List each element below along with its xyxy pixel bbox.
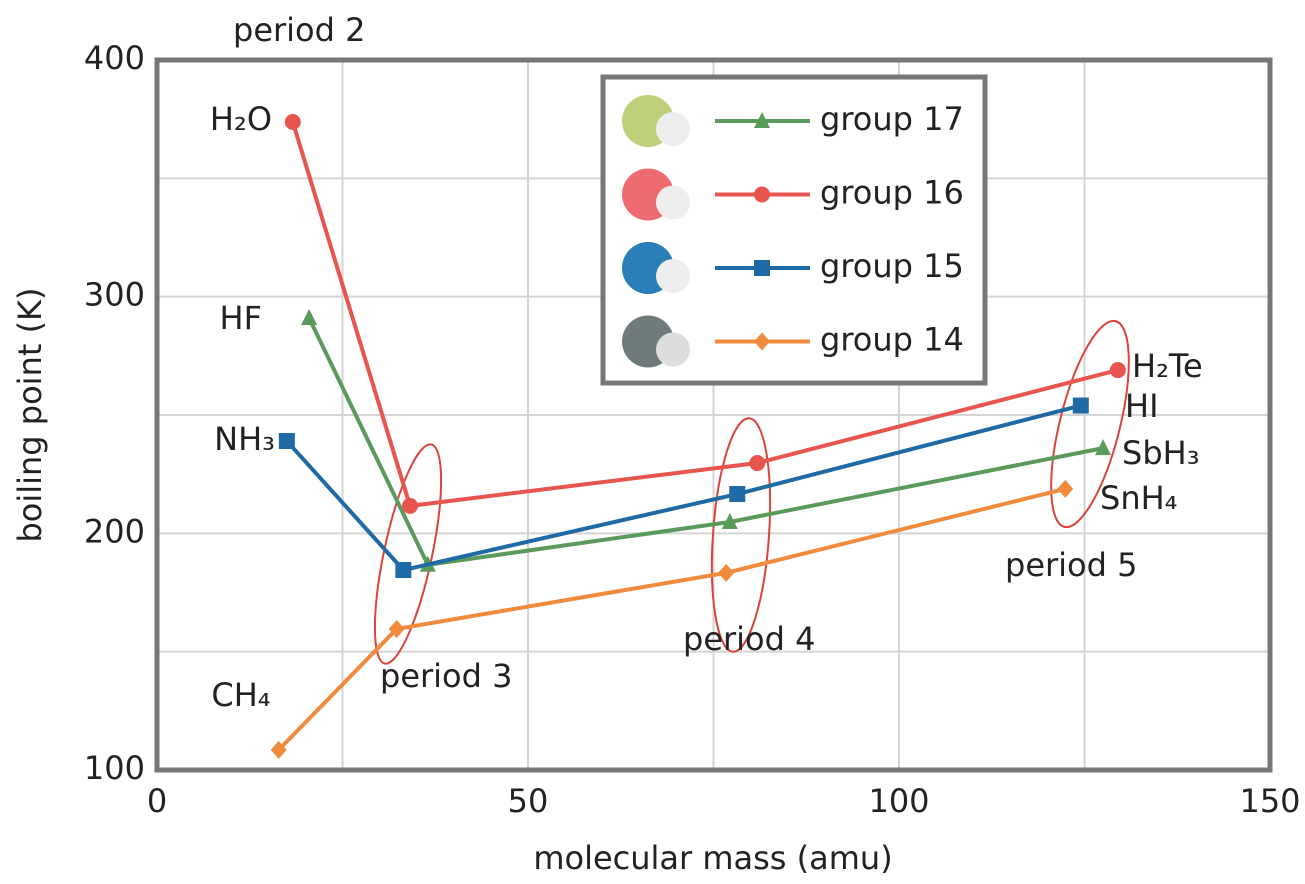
annotation: period 4 bbox=[683, 620, 815, 658]
point bbox=[1109, 362, 1126, 379]
y-tick-label: 300 bbox=[84, 276, 145, 314]
legend-icon bbox=[656, 112, 690, 146]
series-line bbox=[307, 317, 1104, 567]
annotation: SbH₃ bbox=[1122, 434, 1200, 472]
y-axis-label: boiling point (K) bbox=[11, 287, 49, 542]
legend-icon bbox=[656, 332, 690, 367]
point bbox=[729, 486, 746, 503]
annotation: HF bbox=[220, 299, 262, 337]
annotation: CH₄ bbox=[211, 676, 270, 714]
annotation: HI bbox=[1125, 387, 1159, 425]
period-ellipse bbox=[710, 417, 772, 653]
point bbox=[718, 563, 735, 582]
point bbox=[1072, 397, 1089, 414]
annotation: SnH₄ bbox=[1100, 479, 1177, 517]
y-tick-label: 100 bbox=[84, 749, 145, 787]
x-axis-label: molecular mass (amu) bbox=[533, 839, 892, 877]
legend-marker bbox=[754, 260, 770, 276]
point bbox=[284, 114, 301, 131]
point bbox=[1095, 439, 1112, 456]
series-line bbox=[290, 121, 1119, 509]
x-tick-label: 0 bbox=[147, 782, 167, 820]
point bbox=[278, 433, 295, 450]
annotation: H₂Te bbox=[1132, 347, 1203, 385]
series-line bbox=[277, 486, 1066, 752]
y-tick-label: 200 bbox=[84, 512, 145, 550]
legend-marker bbox=[754, 186, 770, 203]
legend-label: group 17 bbox=[820, 100, 964, 138]
series-line bbox=[285, 403, 1082, 573]
annotation: period 5 bbox=[1005, 546, 1137, 584]
legend-icon bbox=[656, 185, 690, 220]
point bbox=[721, 512, 738, 529]
point bbox=[270, 740, 287, 759]
plot-frame bbox=[154, 57, 1273, 773]
annotation: period 2 bbox=[233, 11, 365, 49]
legend-label: group 14 bbox=[820, 321, 964, 359]
x-tick-label: 150 bbox=[1239, 782, 1300, 820]
period-ellipse bbox=[1050, 319, 1130, 529]
point bbox=[749, 455, 766, 472]
point bbox=[388, 619, 405, 638]
legend-label: group 16 bbox=[820, 174, 964, 212]
annotation: period 3 bbox=[380, 657, 512, 695]
y-tick-label: 400 bbox=[84, 39, 145, 77]
point bbox=[402, 497, 419, 514]
point bbox=[301, 308, 318, 325]
annotation: H₂O bbox=[210, 100, 272, 138]
legend-marker bbox=[754, 112, 770, 128]
legend-icon bbox=[656, 259, 690, 293]
x-tick-label: 100 bbox=[868, 782, 929, 820]
x-tick-label: 50 bbox=[508, 782, 549, 820]
legend-marker bbox=[754, 332, 770, 351]
annotation: NH₃ bbox=[214, 420, 275, 458]
legend-label: group 15 bbox=[820, 247, 964, 285]
point bbox=[395, 562, 412, 579]
point bbox=[1057, 479, 1074, 498]
period-ellipse bbox=[373, 443, 443, 665]
